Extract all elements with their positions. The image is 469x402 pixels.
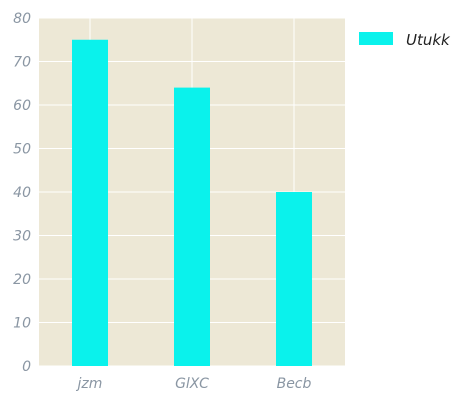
y-tick-label: 20: [13, 272, 31, 288]
x-axis-ticks: jzm GlXC Becb: [76, 376, 312, 392]
x-tick-label: Becb: [277, 376, 312, 392]
x-tick-label: GlXC: [175, 376, 209, 392]
x-tick-label: jzm: [76, 376, 103, 392]
bar: [276, 192, 312, 366]
legend-swatch: [359, 32, 393, 45]
bar-series: [72, 39, 312, 366]
y-tick-label: 50: [13, 142, 31, 158]
legend-label: Utukk: [406, 31, 451, 49]
y-tick-label: 80: [13, 11, 31, 27]
y-tick-label: 40: [13, 185, 31, 201]
legend: Utukk: [359, 31, 451, 49]
bar: [72, 39, 108, 366]
y-tick-label: 10: [13, 316, 31, 332]
bar: [174, 87, 210, 366]
y-tick-label: 70: [13, 55, 31, 71]
y-tick-label: 0: [22, 359, 31, 375]
y-axis-ticks: 0 10 20 30 40 50 60 70 80: [13, 11, 31, 375]
y-tick-label: 30: [13, 229, 31, 245]
y-tick-label: 60: [13, 98, 31, 114]
